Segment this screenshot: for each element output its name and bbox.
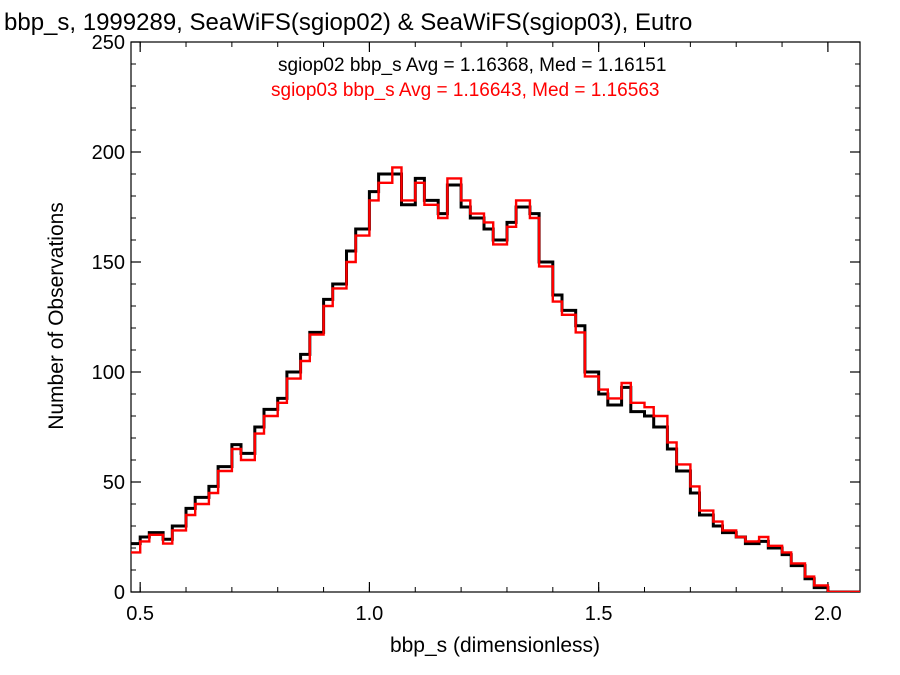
axes: 0.5 1.0 1.5 2.0 0 50 100 150 200 250: [92, 32, 860, 625]
x-tick-label: 2.0: [814, 603, 842, 625]
annotation-sgiop03: sgiop03 bbp_s Avg = 1.16643, Med = 1.165…: [271, 80, 659, 101]
x-axis-label: bbp_s (dimensionless): [390, 634, 600, 657]
y-tick-label: 200: [92, 142, 125, 164]
y-tick-label: 0: [114, 582, 125, 604]
x-tick-label: 1.0: [356, 603, 384, 625]
y-tick-label: 100: [92, 362, 125, 384]
plot-series-group: [131, 166, 860, 592]
annotation-sgiop02: sgiop02 bbp_s Avg = 1.16368, Med = 1.161…: [278, 55, 666, 76]
plot-frame: [130, 41, 861, 593]
y-tick-label: 150: [92, 252, 125, 274]
x-tick-label: 1.5: [585, 603, 613, 625]
y-tick-label: 250: [92, 32, 125, 54]
x-tick-label: 0.5: [126, 603, 154, 625]
y-tick-label: 50: [103, 472, 125, 494]
y-axis-label: Number of Observations: [45, 202, 68, 430]
series-line-sgiop03: [131, 166, 860, 592]
series-line-sgiop02: [131, 172, 860, 592]
chart-title: bbp_s, 1999289, SeaWiFS(sgiop02) & SeaWi…: [4, 9, 692, 36]
